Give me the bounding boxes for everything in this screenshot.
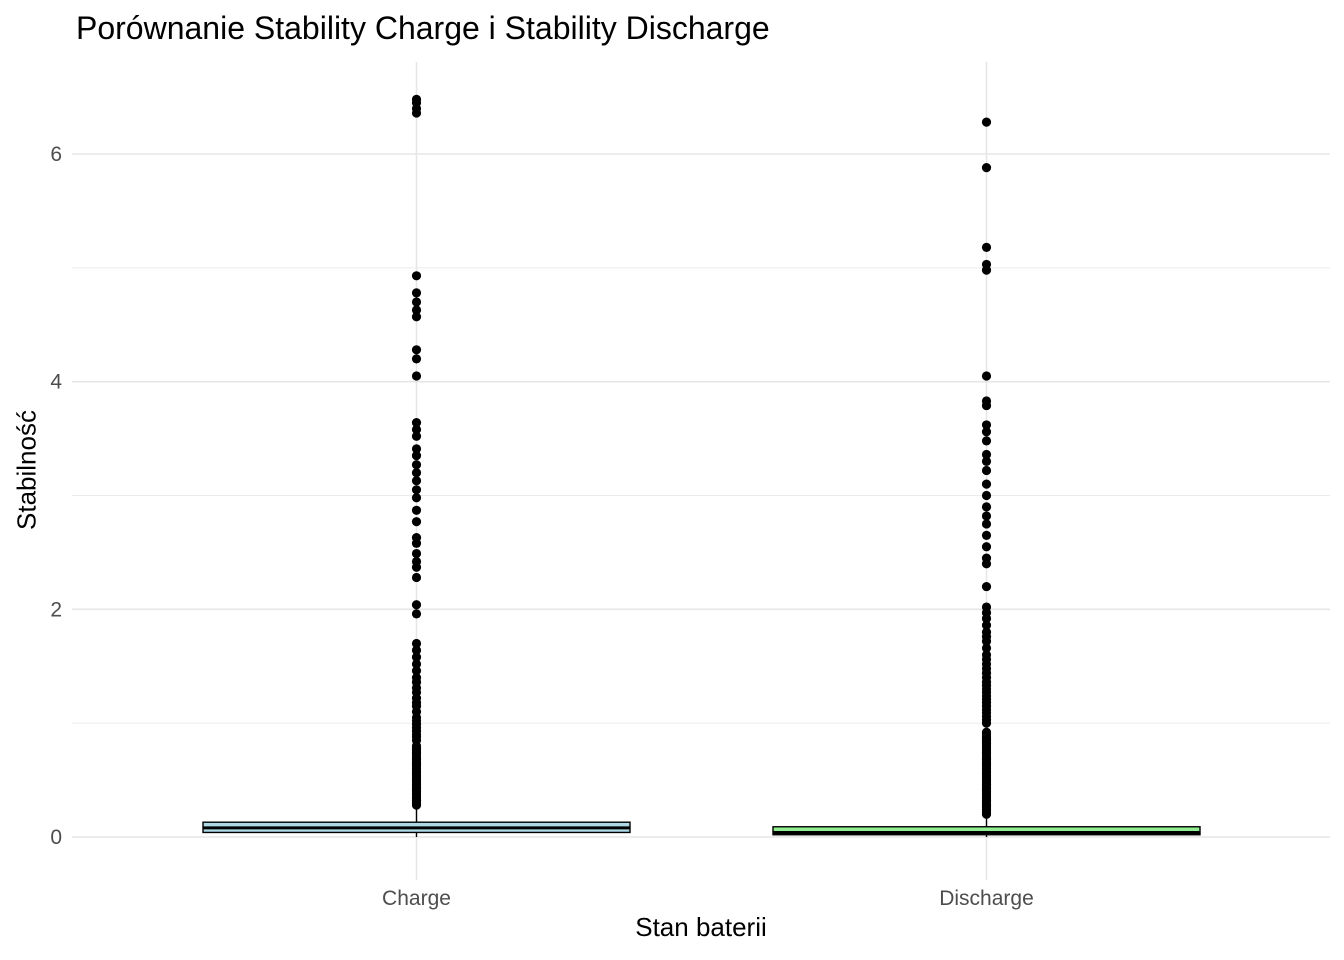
outlier-point bbox=[411, 659, 422, 669]
outlier-point bbox=[981, 643, 992, 653]
outlier-point bbox=[411, 638, 422, 649]
outlier-point bbox=[411, 673, 422, 683]
y-tick-label: 0 bbox=[50, 826, 62, 849]
box-iqr bbox=[772, 826, 1201, 836]
outlier-point bbox=[981, 242, 992, 252]
outlier-point bbox=[981, 502, 992, 512]
outlier-point bbox=[411, 354, 422, 364]
x-tick-label: Discharge bbox=[939, 887, 1034, 910]
outlier-point bbox=[981, 396, 992, 406]
outlier-point bbox=[981, 449, 992, 460]
outlier-point bbox=[981, 163, 992, 173]
outlier-point bbox=[411, 476, 422, 486]
outlier-point bbox=[981, 456, 992, 466]
outlier-point bbox=[411, 505, 422, 515]
outlier-point bbox=[981, 427, 992, 437]
outlier-point bbox=[411, 652, 422, 662]
outlier-point bbox=[981, 553, 992, 563]
outlier-point bbox=[411, 345, 422, 355]
outlier-point bbox=[411, 533, 422, 543]
outlier-point bbox=[411, 517, 422, 527]
outlier-point bbox=[411, 468, 422, 478]
outlier-point bbox=[411, 312, 422, 322]
outlier-point bbox=[981, 530, 992, 540]
outlier-point bbox=[981, 620, 992, 630]
outlier-point bbox=[981, 490, 992, 501]
y-tick-label: 6 bbox=[50, 143, 62, 166]
outlier-point bbox=[981, 511, 992, 521]
x-axis-label: Stan baterii bbox=[635, 912, 767, 942]
outlier-point bbox=[411, 460, 422, 470]
outlier-point bbox=[981, 259, 992, 270]
outlier-point bbox=[411, 556, 422, 567]
box-charge bbox=[202, 94, 631, 837]
y-tick-label: 2 bbox=[50, 598, 62, 621]
outlier-point bbox=[411, 271, 422, 281]
outlier-point bbox=[981, 542, 992, 552]
outlier-point bbox=[981, 602, 992, 612]
x-tick-label: Charge bbox=[382, 887, 451, 910]
outlier-point bbox=[981, 436, 992, 446]
outlier-point bbox=[981, 581, 992, 592]
outlier-point bbox=[411, 371, 422, 381]
outlier-point bbox=[411, 451, 422, 461]
outlier-point bbox=[981, 465, 992, 476]
outlier-point bbox=[981, 479, 992, 489]
outlier-point bbox=[411, 431, 422, 441]
outlier-point bbox=[411, 444, 422, 454]
outlier-point bbox=[981, 420, 992, 430]
outlier-point bbox=[411, 297, 422, 307]
outlier-point bbox=[411, 493, 422, 503]
outlier-point bbox=[411, 418, 422, 428]
outlier-point bbox=[411, 645, 422, 655]
outlier-point bbox=[411, 485, 422, 495]
outlier-point bbox=[981, 650, 992, 660]
outlier-point bbox=[411, 609, 422, 619]
outlier-point bbox=[981, 627, 992, 637]
y-tick-label: 4 bbox=[50, 371, 62, 394]
outlier-point bbox=[981, 519, 992, 529]
box-discharge bbox=[772, 117, 1201, 837]
outlier-point bbox=[411, 94, 422, 104]
outlier-point bbox=[411, 548, 422, 559]
outlier-point bbox=[411, 572, 422, 583]
outlier-point bbox=[411, 600, 422, 610]
chart-title: Porównanie Stability Charge i Stability … bbox=[76, 10, 770, 46]
outlier-point bbox=[411, 666, 422, 676]
outlier-point bbox=[411, 288, 422, 298]
outlier-point bbox=[981, 371, 992, 381]
outlier-point bbox=[981, 117, 992, 127]
outlier-point bbox=[411, 305, 422, 315]
outlier-point bbox=[981, 727, 992, 737]
outlier-point bbox=[411, 424, 422, 435]
